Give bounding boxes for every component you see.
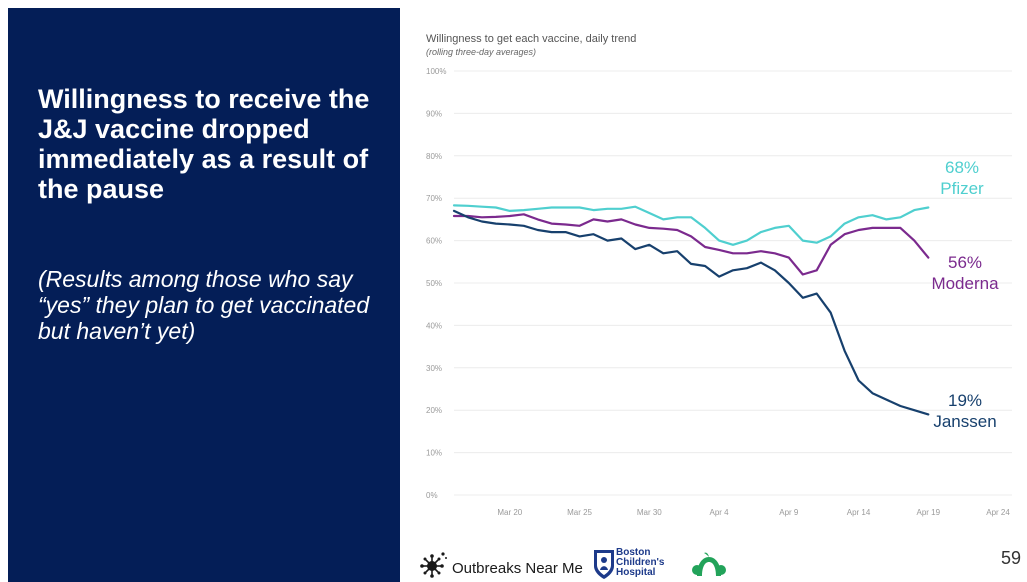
willingness-line-chart: Willingness to get each vaccine, daily t… [426, 33, 1012, 517]
series-value-label-pfizer: 68% [945, 158, 979, 177]
x-axis: Mar 20 Mar 25 Mar 30 Apr 4 Apr 9 Apr 14 Apr 19… [497, 508, 1010, 517]
chart-subtitle: (rolling three-day averages) [426, 47, 536, 57]
footer-logos: Outbreaks Near Me Boston Children's Hosp… [420, 546, 1020, 582]
series-labels: 68% Pfizer 56% Moderna 19% Janssen [931, 158, 999, 431]
bch-line-2: Children's [616, 557, 665, 568]
y-tick-label: 60% [426, 237, 442, 246]
bch-line-3: Hospital [616, 567, 656, 578]
x-tick-label: Apr 19 [917, 508, 941, 517]
y-tick-label: 40% [426, 321, 442, 330]
x-tick-label: Mar 25 [567, 508, 592, 517]
series-value-label-moderna: 56% [948, 253, 982, 272]
series-layer [452, 204, 930, 416]
bch-line-1: Boston [616, 547, 651, 558]
y-tick-label: 50% [426, 279, 442, 288]
y-tick-label: 90% [426, 109, 442, 118]
virus-icon [420, 552, 447, 578]
boston-childrens-hospital-logo [594, 550, 614, 579]
y-axis: 0% 10% 20% 30% 40% 50% 60% 70% 80% 90% 100% [426, 67, 1012, 500]
series-name-label-janssen: Janssen [933, 412, 996, 431]
title-panel [8, 8, 400, 582]
slide-subtext: (Results among those who say “yes” they … [38, 266, 370, 344]
y-tick-label: 30% [426, 364, 442, 373]
y-tick-label: 10% [426, 449, 442, 458]
series-line-moderna [452, 213, 930, 276]
y-tick-label: 0% [426, 491, 438, 500]
series-line-pfizer [452, 204, 930, 246]
y-tick-label: 20% [426, 406, 442, 415]
series-name-label-pfizer: Pfizer [940, 179, 984, 198]
slide-headline: Willingness to receive the J&J vaccine d… [38, 84, 370, 204]
y-tick-label: 70% [426, 194, 442, 203]
series-name-label-moderna: Moderna [931, 274, 999, 293]
x-tick-label: Mar 30 [637, 508, 662, 517]
x-tick-label: Apr 24 [986, 508, 1010, 517]
chart-title: Willingness to get each vaccine, daily t… [426, 33, 636, 45]
surveymonkey-logo [692, 552, 726, 576]
x-tick-label: Apr 9 [779, 508, 799, 517]
series-value-label-janssen: 19% [948, 391, 982, 410]
series-line-janssen [452, 209, 930, 416]
x-tick-label: Apr 4 [709, 508, 729, 517]
page-number: 59 [1000, 548, 1021, 568]
y-tick-label: 80% [426, 152, 442, 161]
x-tick-label: Mar 20 [497, 508, 522, 517]
x-tick-label: Apr 14 [847, 508, 871, 517]
y-tick-label: 100% [426, 67, 446, 76]
outbreaks-near-me-label: Outbreaks Near Me [452, 560, 583, 577]
boston-childrens-hospital-wordmark: Boston Children's Hospital [616, 548, 665, 578]
